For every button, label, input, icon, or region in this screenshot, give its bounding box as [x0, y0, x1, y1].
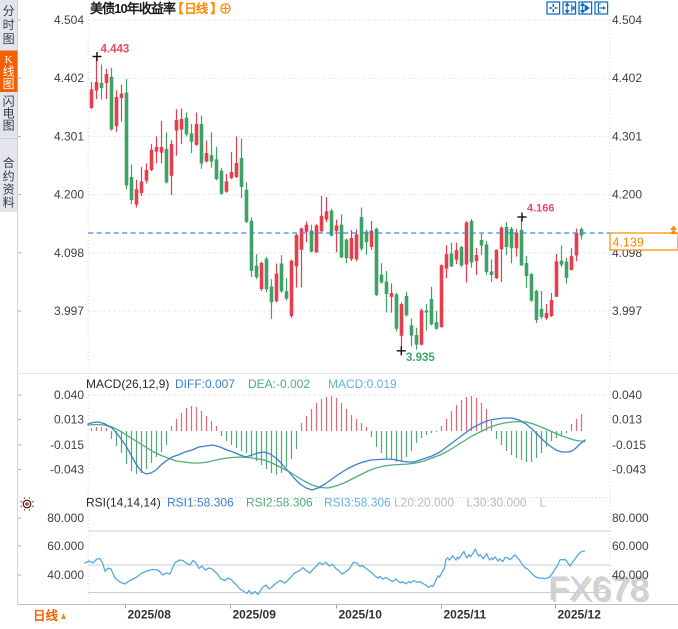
- svg-text:4.200: 4.200: [612, 188, 642, 202]
- svg-text:美债10年收益率: 美债10年收益率: [90, 1, 176, 16]
- svg-text:约: 约: [3, 169, 15, 184]
- svg-text:料: 料: [3, 196, 15, 210]
- svg-text:4.166: 4.166: [527, 203, 555, 215]
- svg-text:RSI1:58.306: RSI1:58.306: [167, 496, 234, 510]
- svg-text:2025/08: 2025/08: [128, 608, 172, 622]
- svg-text:线: 线: [196, 1, 209, 16]
- svg-text:4.443: 4.443: [101, 44, 130, 56]
- svg-text:4.139: 4.139: [613, 236, 644, 250]
- svg-text:L: L: [540, 496, 547, 510]
- svg-text:日线: 日线: [33, 608, 59, 623]
- svg-text:4.200: 4.200: [54, 188, 84, 202]
- svg-text:3.935: 3.935: [406, 352, 435, 364]
- svg-text:40.000: 40.000: [47, 568, 84, 582]
- svg-text:L20:20.000: L20:20.000: [394, 496, 454, 510]
- svg-text:FX678: FX678: [548, 570, 648, 608]
- svg-text:4.402: 4.402: [612, 71, 642, 85]
- svg-text:K: K: [5, 54, 13, 66]
- svg-text:2025/12: 2025/12: [558, 608, 602, 622]
- svg-text:0.040: 0.040: [612, 388, 642, 402]
- svg-text:-0.043: -0.043: [612, 463, 646, 477]
- svg-text:60.000: 60.000: [47, 539, 84, 553]
- svg-text:4.301: 4.301: [612, 129, 642, 143]
- svg-text:80.000: 80.000: [612, 511, 649, 525]
- svg-text:图: 图: [3, 32, 15, 46]
- svg-text:-0.043: -0.043: [50, 463, 84, 477]
- svg-text:闪: 闪: [3, 95, 15, 109]
- svg-text:0.040: 0.040: [54, 388, 84, 402]
- svg-text:0.013: 0.013: [54, 413, 84, 427]
- svg-text:】: 】: [210, 1, 223, 16]
- svg-text:DEA:-0.002: DEA:-0.002: [248, 377, 310, 391]
- svg-text:2025/10: 2025/10: [339, 608, 383, 622]
- svg-text:4.301: 4.301: [54, 129, 84, 143]
- svg-text:电: 电: [3, 107, 15, 121]
- svg-text:40.000: 40.000: [612, 568, 649, 582]
- svg-text:4.402: 4.402: [54, 71, 84, 85]
- svg-text:图: 图: [3, 77, 15, 91]
- svg-text:80.000: 80.000: [47, 511, 84, 525]
- svg-text:分: 分: [3, 4, 15, 18]
- svg-text:资: 资: [3, 183, 15, 197]
- svg-text:时: 时: [3, 18, 15, 32]
- svg-text:0.013: 0.013: [612, 413, 642, 427]
- svg-text:合: 合: [3, 155, 15, 170]
- svg-text:RSI2:58.306: RSI2:58.306: [246, 496, 313, 510]
- svg-text:-0.015: -0.015: [612, 438, 646, 452]
- svg-text:L30:30.000: L30:30.000: [467, 496, 527, 510]
- svg-text:3.997: 3.997: [612, 304, 642, 318]
- svg-text:DIFF:0.007: DIFF:0.007: [175, 377, 235, 391]
- svg-text:图: 图: [3, 119, 15, 133]
- svg-text:【: 【: [171, 1, 184, 16]
- svg-text:3.997: 3.997: [54, 304, 84, 318]
- svg-text:4.504: 4.504: [612, 13, 642, 27]
- svg-text:2025/09: 2025/09: [233, 608, 277, 622]
- svg-text:4.098: 4.098: [54, 246, 84, 260]
- svg-text:60.000: 60.000: [612, 539, 649, 553]
- svg-text:RSI3:58.306: RSI3:58.306: [324, 496, 391, 510]
- svg-text:MACD:0.019: MACD:0.019: [328, 377, 397, 391]
- svg-text:MACD(26,12,9): MACD(26,12,9): [86, 377, 169, 391]
- svg-text:RSI(14,14,14): RSI(14,14,14): [86, 496, 161, 510]
- svg-text:日: 日: [184, 2, 197, 16]
- svg-text:-0.015: -0.015: [50, 438, 84, 452]
- svg-text:2025/11: 2025/11: [444, 608, 487, 622]
- svg-text:4.504: 4.504: [54, 13, 84, 27]
- svg-text:FX678: FX678: [550, 572, 650, 610]
- svg-text:线: 线: [3, 65, 15, 79]
